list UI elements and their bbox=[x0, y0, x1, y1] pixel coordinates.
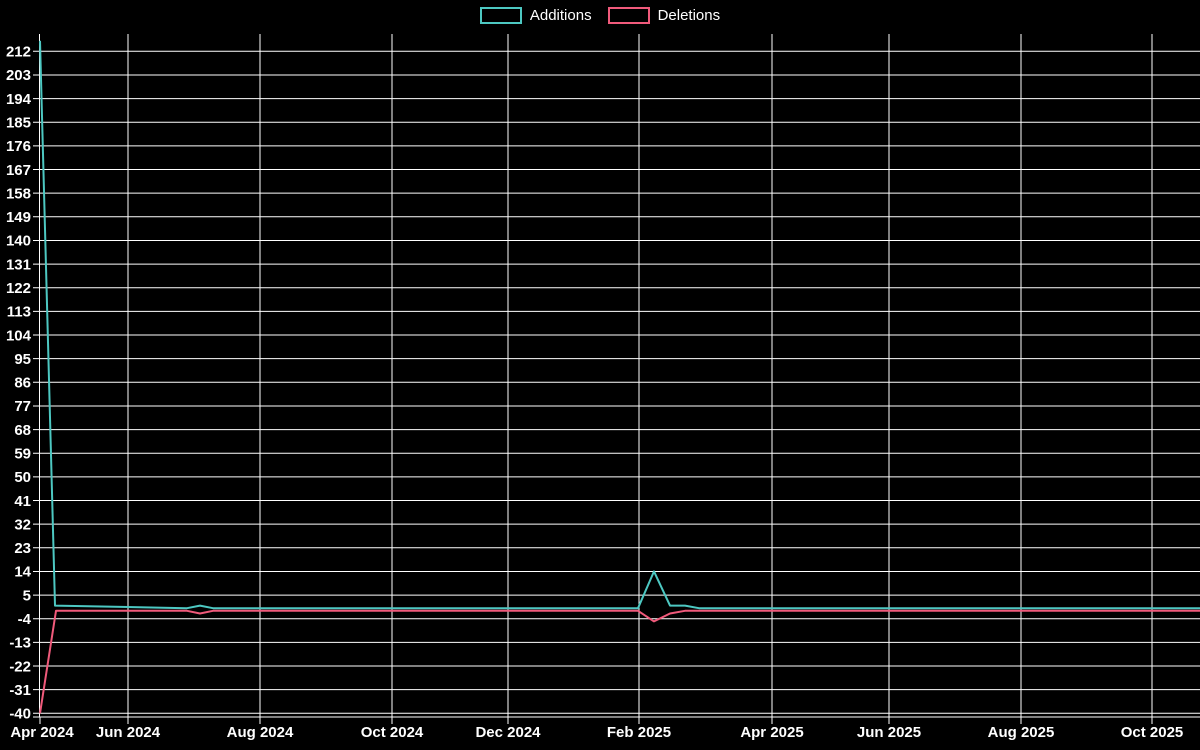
y-tick-label: -40 bbox=[9, 706, 31, 723]
y-tick-label: 77 bbox=[14, 398, 31, 415]
additions-swatch-icon bbox=[479, 7, 522, 24]
y-tick-label: 140 bbox=[6, 233, 31, 250]
additions-line bbox=[39, 40, 1200, 610]
x-tick-label: Feb 2025 bbox=[607, 724, 671, 741]
y-tick-label: 41 bbox=[14, 493, 31, 510]
y-tick-label: 212 bbox=[6, 44, 31, 61]
x-tick-label: Oct 2024 bbox=[361, 724, 424, 741]
y-tick-label: 113 bbox=[7, 304, 31, 321]
y-tick-label: 14 bbox=[14, 564, 31, 581]
y-tick-label: 95 bbox=[14, 351, 31, 368]
y-tick-label: 158 bbox=[6, 185, 31, 202]
x-tick-label: Apr 2024 bbox=[10, 724, 74, 741]
x-tick-label: Jun 2024 bbox=[96, 724, 161, 741]
additions-legend-label: Additions bbox=[529, 7, 592, 24]
y-tick-label: 167 bbox=[6, 162, 31, 179]
x-tick-label: Apr 2025 bbox=[740, 724, 803, 741]
deletions-swatch-icon bbox=[607, 7, 650, 24]
y-tick-label: 104 bbox=[6, 327, 32, 344]
y-tick-label: 185 bbox=[6, 114, 31, 131]
y-tick-label: 122 bbox=[6, 280, 31, 297]
x-tick-label: Oct 2025 bbox=[1121, 724, 1184, 741]
chart-legend: Additions Deletions bbox=[0, 7, 1200, 24]
y-tick-label: 203 bbox=[6, 67, 31, 84]
legend-item-deletions: Deletions bbox=[607, 7, 721, 24]
legend-item-additions: Additions bbox=[479, 7, 592, 24]
y-tick-label: 5 bbox=[23, 587, 31, 604]
y-tick-label: 194 bbox=[6, 91, 32, 108]
deletions-line bbox=[39, 609, 1200, 714]
y-tick-label: 50 bbox=[14, 469, 31, 486]
y-tick-label: -22 bbox=[9, 658, 31, 675]
y-tick-label: 176 bbox=[6, 138, 31, 155]
y-tick-label: 32 bbox=[14, 516, 31, 533]
deletions-legend-label: Deletions bbox=[657, 7, 721, 24]
x-tick-label: Aug 2024 bbox=[227, 724, 294, 741]
y-tick-label: -13 bbox=[9, 635, 31, 652]
y-tick-label: -31 bbox=[9, 682, 31, 699]
x-tick-label: Dec 2024 bbox=[475, 724, 541, 741]
x-tick-label: Jun 2025 bbox=[857, 724, 921, 741]
y-tick-label: 131 bbox=[6, 256, 31, 273]
y-tick-label: -4 bbox=[18, 611, 32, 628]
y-tick-label: 23 bbox=[14, 540, 31, 557]
x-tick-label: Aug 2025 bbox=[988, 724, 1055, 741]
y-tick-label: 86 bbox=[14, 375, 31, 392]
y-tick-label: 68 bbox=[14, 422, 31, 439]
y-tick-label: 59 bbox=[14, 445, 31, 462]
y-tick-label: 149 bbox=[6, 209, 31, 226]
